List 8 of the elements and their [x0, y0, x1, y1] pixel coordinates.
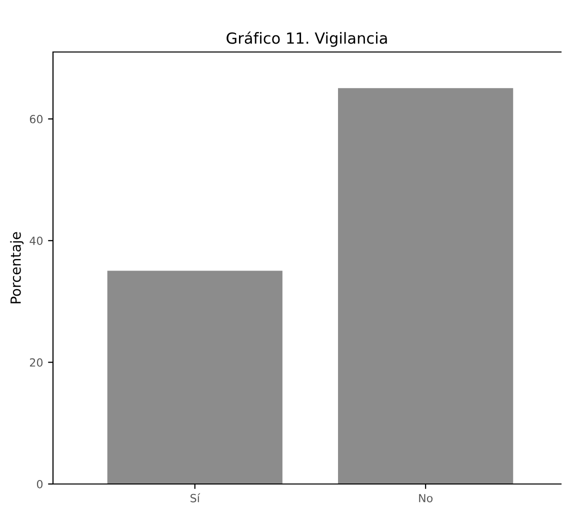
y-tick-label: 40	[30, 236, 43, 245]
y-tick-label: 0	[36, 480, 43, 488]
y-tick-label: 20	[30, 358, 43, 367]
y-tick-label: 60	[30, 114, 43, 124]
y-axis-title: Porcentaje	[10, 232, 24, 304]
x-tick-label: Sí	[190, 493, 200, 502]
chart-title: Gráfico 11. Vigilancia	[226, 31, 387, 47]
x-tick-label: No	[419, 494, 433, 502]
